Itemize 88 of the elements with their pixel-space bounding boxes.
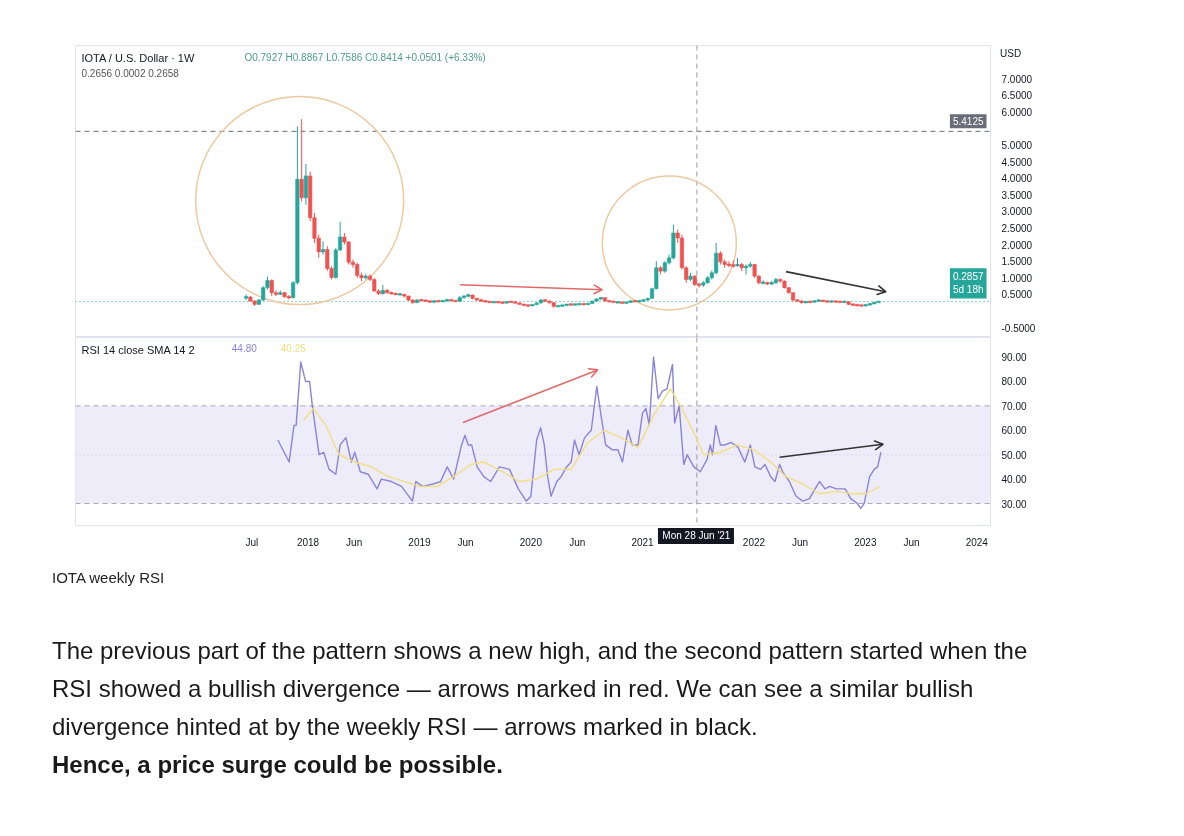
candlestick xyxy=(607,300,612,303)
y-tick-label: 3.5000 xyxy=(1001,189,1033,201)
ref-line-label: 0.2857 5d 18h xyxy=(952,271,984,296)
annotation: 0.2656 0.0002 0.2658 xyxy=(81,67,180,79)
candlestick xyxy=(419,299,424,302)
candlestick xyxy=(517,302,522,305)
candlestick xyxy=(321,240,326,256)
ref-line-label: Mon 28 Jun '21 xyxy=(658,528,735,544)
y-tick-label: 1.0000 xyxy=(1001,272,1033,284)
candlestick xyxy=(620,301,625,304)
candlestick xyxy=(842,300,847,303)
candlestick xyxy=(876,300,881,304)
candlestick xyxy=(560,304,565,307)
candlestick xyxy=(513,301,518,304)
candlestick xyxy=(615,301,620,304)
y-tick-label: 80.00 xyxy=(1001,376,1027,388)
x-tick-label: Jun xyxy=(346,536,363,548)
text: O0.7927 H0.8867 L0.7586 C0.8414 +0.0501 (+6.33%) xyxy=(244,51,486,63)
y-tick-label: 90.00 xyxy=(1001,352,1027,364)
candlestick xyxy=(303,163,308,206)
line-series xyxy=(277,356,882,510)
y-tick-label: 50.00 xyxy=(1001,449,1027,461)
ref-line-label: 5.4125 xyxy=(952,116,984,128)
candlestick xyxy=(829,300,834,303)
x-tick-label: Jun xyxy=(457,536,474,548)
y-tick-label: 7.0000 xyxy=(1001,73,1033,85)
x-tick-label: 2020 xyxy=(519,536,543,548)
y-tick-label: 3.0000 xyxy=(1001,206,1033,218)
candlestick xyxy=(825,300,830,303)
y-axis-title: USD xyxy=(1000,48,1022,60)
y-tick-label: 1.5000 xyxy=(1001,256,1033,268)
candlestick xyxy=(611,300,616,303)
candlestick xyxy=(850,303,855,306)
candlestick xyxy=(436,300,441,303)
candlestick xyxy=(491,301,496,304)
candlestick xyxy=(509,300,514,303)
x-tick-label: 2019 xyxy=(408,536,432,548)
candlestick xyxy=(624,301,629,304)
candlestick xyxy=(820,299,825,302)
annotation: 44.80 xyxy=(231,342,258,354)
x-tick-label: 2023 xyxy=(854,536,877,548)
candlestick xyxy=(564,303,569,306)
y-tick-label: 40.00 xyxy=(1001,474,1027,486)
y-tick-label: 4.5000 xyxy=(1001,156,1033,168)
candlestick xyxy=(453,299,458,303)
x-tick-label: Jun xyxy=(569,536,586,548)
y-tick-label: 60.00 xyxy=(1001,425,1027,437)
candlestick xyxy=(521,303,526,306)
x-tick-label: 2022 xyxy=(742,536,766,548)
y-tick-label: 4.0000 xyxy=(1001,173,1033,185)
y-tick-label: 5.0000 xyxy=(1001,140,1033,152)
candlestick xyxy=(423,299,428,302)
candlestick xyxy=(487,300,492,304)
text: The previous part of the pattern shows a new high, and the second pattern started when the RSI showed a bullish divergence — arrows marked in red. We can see a similar bullish divergence hinted at by the weekly RSI — arrows marked in black. xyxy=(52,637,1028,741)
x-tick-label: 2024 xyxy=(965,536,989,548)
candlestick xyxy=(299,118,304,202)
text: Hence, a price surge could be possible. xyxy=(52,751,503,779)
candlestick xyxy=(500,301,505,304)
y-tick-label: 6.5000 xyxy=(1001,90,1033,102)
candlestick xyxy=(496,301,501,304)
y-tick-label: 2.5000 xyxy=(1001,223,1033,234)
text: RSI 14 close SMA 14 2 xyxy=(81,343,195,356)
y-tick-label: 2.0000 xyxy=(1001,239,1033,251)
candlestick xyxy=(530,304,535,307)
candlestick xyxy=(449,299,454,302)
candlestick xyxy=(833,300,838,303)
line-series xyxy=(302,388,881,495)
candlestick xyxy=(816,299,821,302)
x-tick-label: Jun xyxy=(791,536,809,548)
y-tick-label: 70.00 xyxy=(1001,400,1027,412)
candlestick xyxy=(556,305,561,308)
y-tick-label: 0.5000 xyxy=(1001,289,1033,301)
x-tick-label: Jul xyxy=(245,536,259,548)
candlestick xyxy=(859,304,864,307)
text: IOTA weekly RSI xyxy=(52,568,165,588)
annotation: 40.25 xyxy=(280,342,307,354)
candlestick xyxy=(440,300,445,303)
y-tick-label: -0.5000 xyxy=(1001,322,1036,334)
candlestick xyxy=(581,303,586,306)
text: IOTA / U.S. Dollar · 1W xyxy=(81,51,195,64)
x-tick-label: Jun xyxy=(903,536,920,548)
x-tick-label: 2021 xyxy=(631,536,655,548)
y-tick-label: 30.00 xyxy=(1001,498,1027,510)
candlestick xyxy=(483,300,488,303)
candlestick xyxy=(863,304,868,307)
candlestick xyxy=(568,303,573,306)
y-tick-label: 6.0000 xyxy=(1001,106,1033,118)
x-tick-label: 2018 xyxy=(296,536,320,548)
